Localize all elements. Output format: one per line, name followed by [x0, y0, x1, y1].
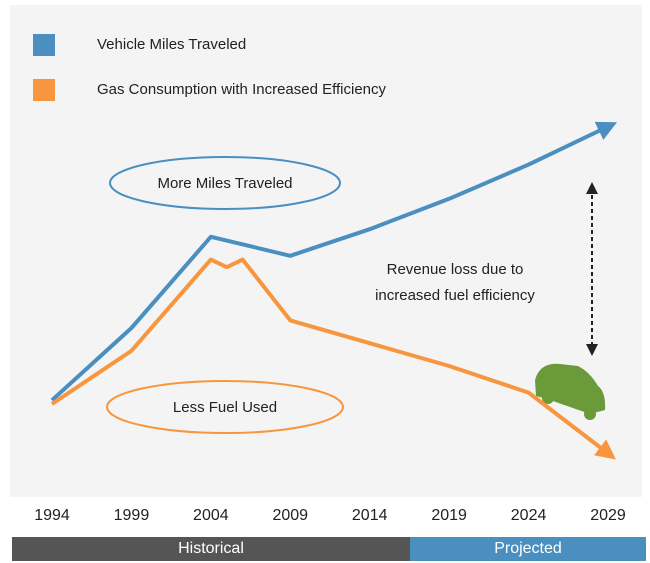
fuel-ellipse	[106, 380, 344, 434]
x-tick-label: 2004	[193, 507, 229, 524]
x-tick-label: 1999	[114, 507, 150, 524]
x-tick-label: 2024	[511, 507, 547, 524]
legend-label: Vehicle Miles Traveled	[97, 36, 246, 53]
series-line	[50, 121, 618, 402]
x-tick-label: 2009	[272, 507, 308, 524]
miles-label: More Miles Traveled	[157, 175, 292, 192]
period-label: Historical	[178, 540, 244, 557]
background	[10, 5, 642, 497]
x-tick-label: 2014	[352, 507, 388, 524]
legend-label: Gas Consumption with Increased Efficienc…	[97, 81, 387, 98]
legend-swatch	[33, 79, 55, 101]
historical-band	[12, 537, 410, 561]
legend-swatch	[33, 34, 55, 56]
x-tick-label: 2029	[590, 507, 626, 524]
miles-ellipse	[109, 156, 341, 210]
projected-band	[410, 537, 646, 561]
period-label: Projected	[494, 540, 562, 557]
series-line	[50, 257, 616, 460]
car-icon	[535, 363, 606, 420]
revenue-label: Revenue loss due to	[387, 261, 524, 278]
fuel-label: Less Fuel Used	[173, 399, 277, 416]
revenue-label: increased fuel efficiency	[375, 287, 535, 304]
x-tick-label: 1994	[34, 507, 70, 524]
x-tick-label: 2019	[431, 507, 467, 524]
